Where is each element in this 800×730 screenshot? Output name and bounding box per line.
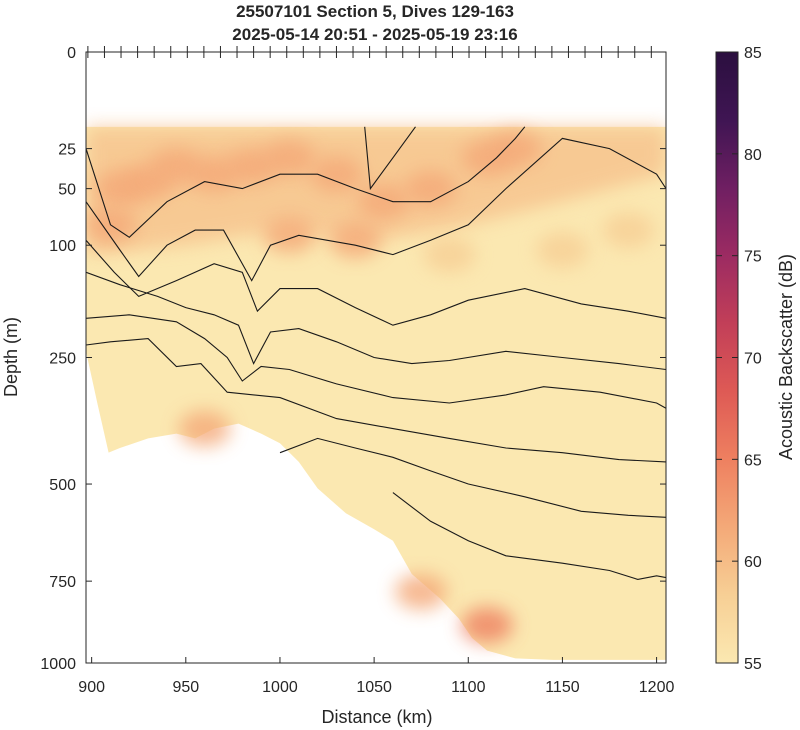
colorbar-tick-label: 60 <box>744 554 762 571</box>
x-tick-label: 1050 <box>356 679 392 696</box>
backscatter-patch <box>329 222 382 259</box>
y-tick-label: 50 <box>58 182 76 199</box>
x-axis-label: Distance (km) <box>321 707 432 727</box>
backscatter-patch <box>489 130 542 167</box>
backscatter-patch <box>263 217 316 254</box>
y-tick-label: 25 <box>58 142 76 159</box>
y-tick-label: 0 <box>67 45 76 62</box>
contour-line <box>279 437 666 518</box>
contour-line <box>392 492 666 580</box>
backscatter-patch <box>263 139 316 176</box>
contour-line <box>86 239 666 326</box>
y-tick-label: 100 <box>49 238 76 255</box>
contour-line <box>86 338 666 463</box>
colorbar-tick-label: 65 <box>744 452 762 469</box>
colorbar-label: Acoustic Backscatter (dB) <box>776 254 796 460</box>
x-tick-label: 1000 <box>262 679 298 696</box>
y-tick-label: 250 <box>49 351 76 368</box>
backscatter-patch <box>404 170 457 207</box>
colorbar-tick-label: 85 <box>744 45 762 62</box>
contour-line <box>364 126 416 191</box>
plot-area <box>85 46 667 664</box>
contour-line <box>86 271 666 371</box>
contour-line <box>86 126 526 239</box>
backscatter-patch <box>357 183 410 220</box>
y-axis: 0 25 50 100 250 500 750 1000 <box>40 45 666 673</box>
colorbar: 55 60 65 70 75 80 85 Acoustic Backscatter (dB) <box>715 45 796 673</box>
colorbar-tick-label: 70 <box>744 351 762 368</box>
backscatter-patch <box>395 573 448 610</box>
x-tick-label: 1150 <box>545 679 580 696</box>
contour-line <box>86 137 666 282</box>
y-axis-label: Depth (m) <box>1 317 21 397</box>
backscatter-patch <box>602 212 655 249</box>
backscatter-patch <box>423 236 476 273</box>
backscatter-patch <box>178 410 231 447</box>
x-tick-label: 950 <box>172 679 199 696</box>
chart-title: 25507101 Section 5, Dives 129-163 <box>236 2 514 21</box>
x-axis: 900 950 1000 1050 1100 1150 1200 <box>78 657 674 696</box>
y-tick-label: 500 <box>49 477 76 494</box>
chart-subtitle: 2025-05-14 20:51 - 2025-05-19 23:16 <box>232 25 517 44</box>
y-tick-label: 750 <box>49 574 76 591</box>
x-tick-label: 900 <box>78 679 105 696</box>
backscatter-patch <box>461 607 514 644</box>
colorbar-tick-label: 55 <box>744 656 762 673</box>
colorbar-tick-label: 80 <box>744 147 762 164</box>
backscatter-patch <box>536 231 589 268</box>
x-tick-label: 1100 <box>451 679 486 696</box>
y-tick-label: 1000 <box>40 656 76 673</box>
colorbar-tick-label: 75 <box>744 249 762 266</box>
x-tick-label: 1200 <box>639 679 675 696</box>
backscatter-patch <box>310 156 363 193</box>
contour-line <box>86 314 666 409</box>
